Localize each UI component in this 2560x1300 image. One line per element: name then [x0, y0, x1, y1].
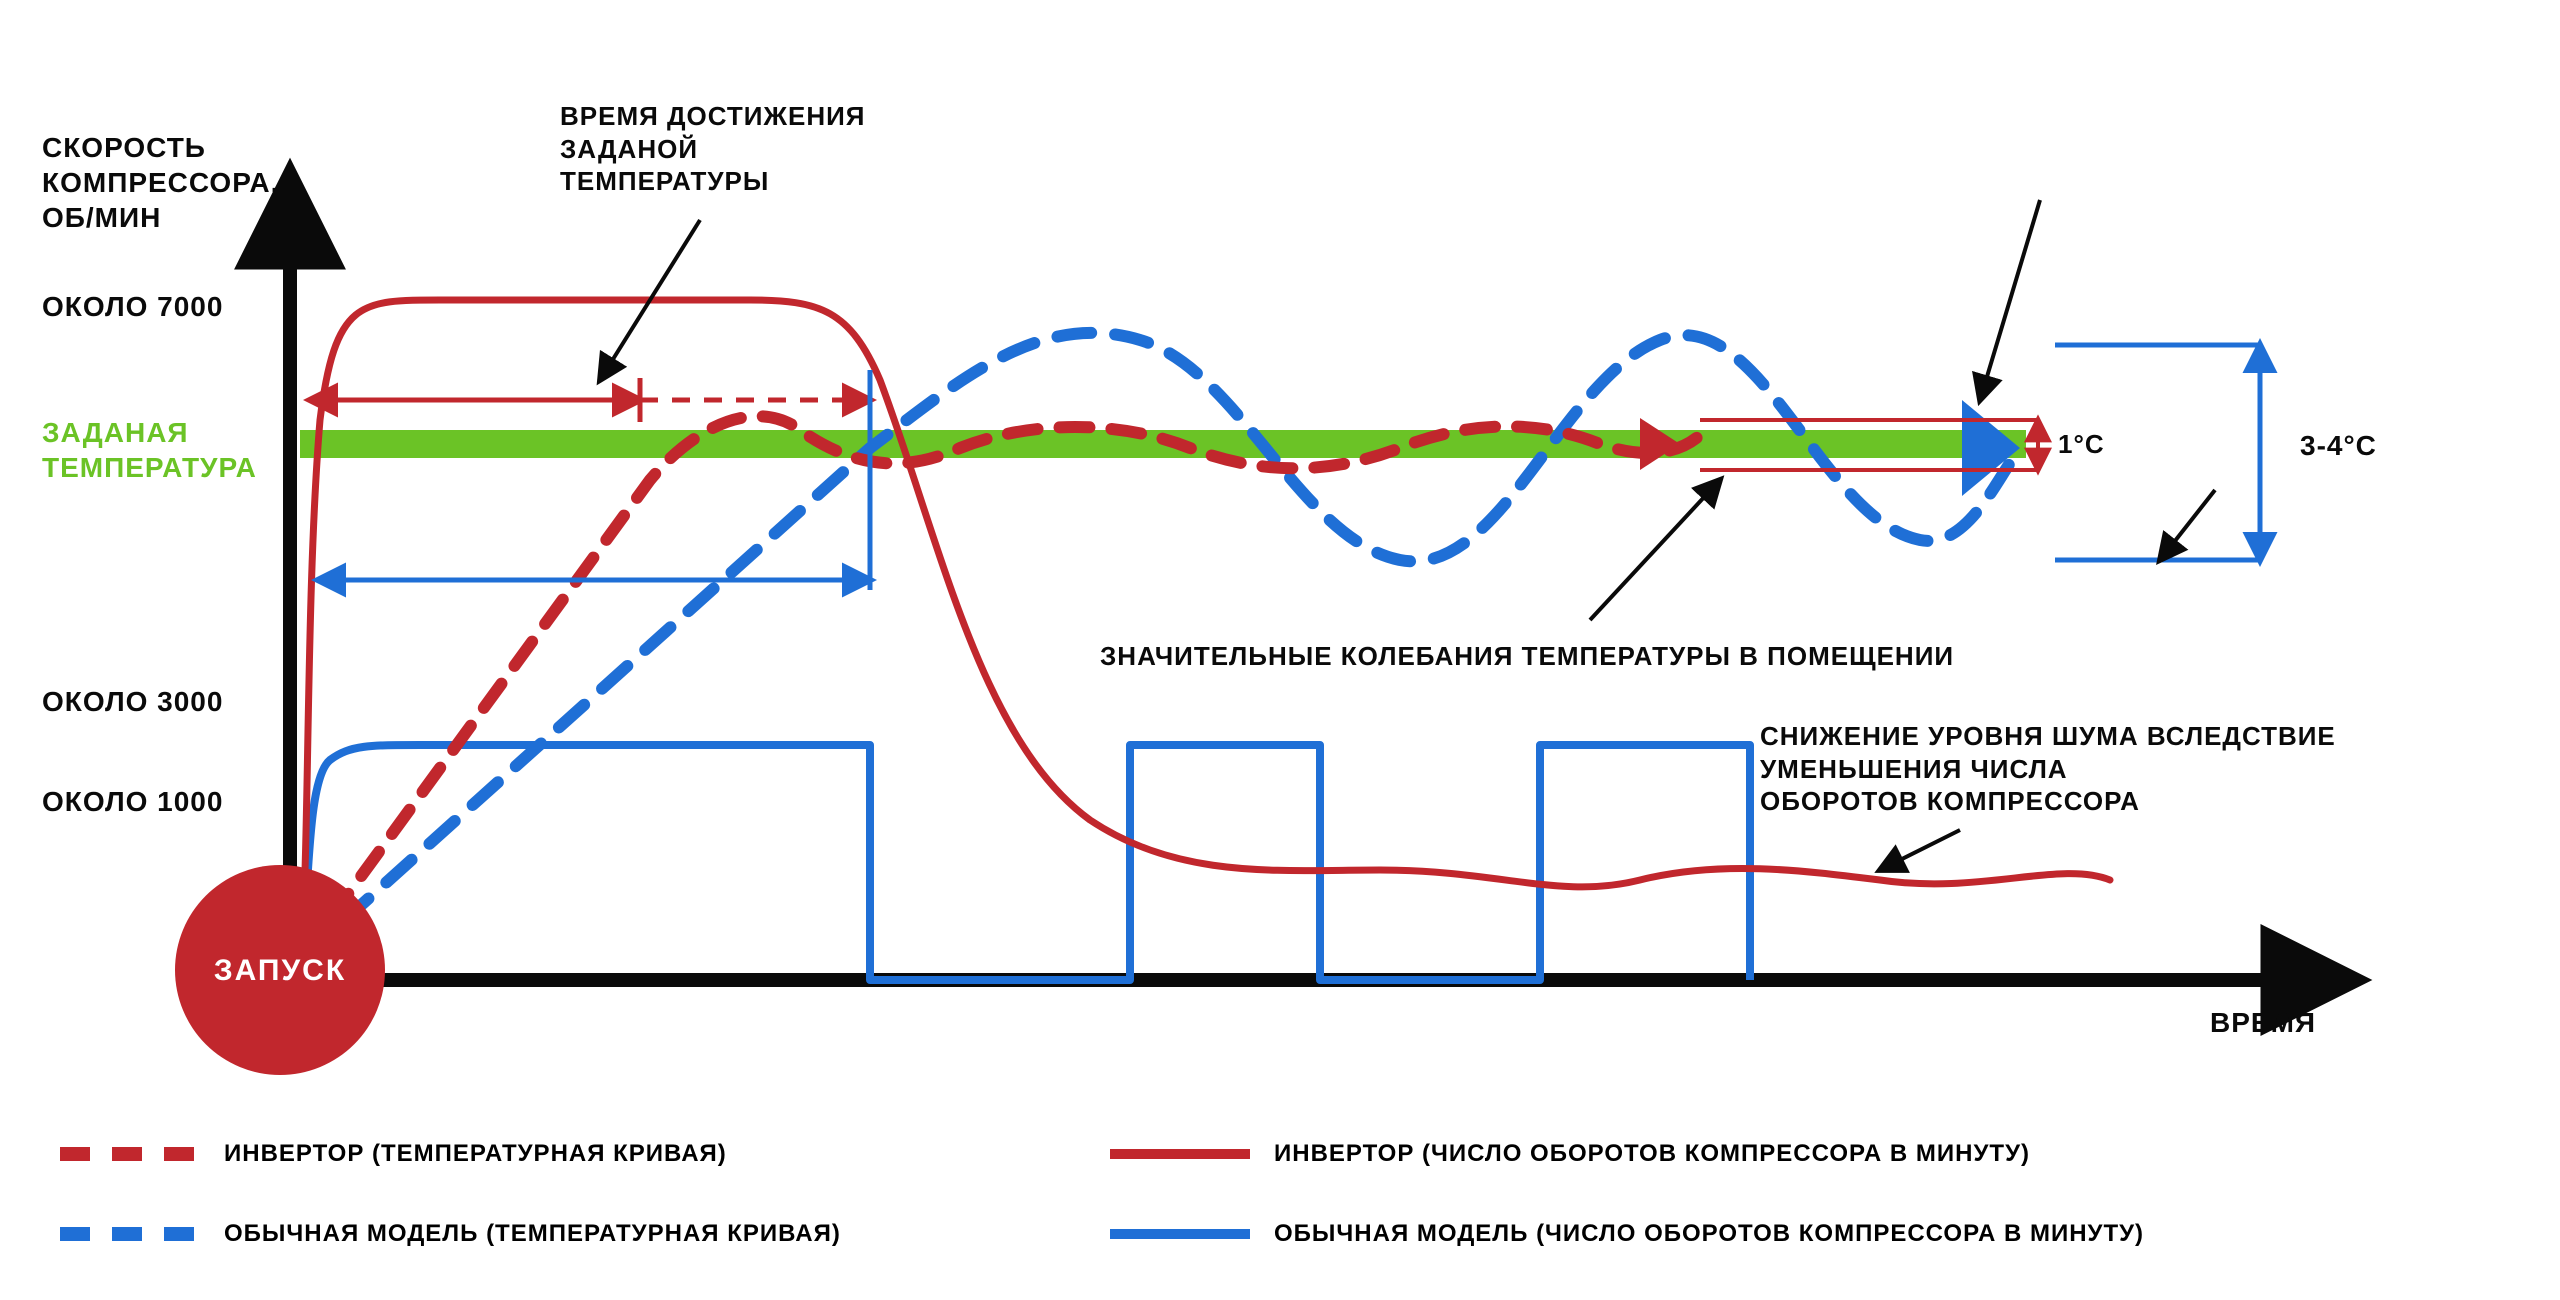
y-tick-label: ОКОЛО 3000	[42, 684, 223, 719]
legend-text-1: ОБЫЧНАЯ МОДЕЛЬ (ТЕМПЕРАТУРНАЯ КРИВАЯ)	[224, 1220, 841, 1248]
legend-item-0: ИНВЕРТОР (ТЕМПЕРАТУРНАЯ КРИВАЯ)	[60, 1140, 727, 1168]
legend-item-3: ОБЫЧНАЯ МОДЕЛЬ (ЧИСЛО ОБОРОТОВ КОМПРЕССО…	[1110, 1220, 2144, 1248]
annot-reach-time: ВРЕМЯ ДОСТИЖЕНИЯ ЗАДАНОЙ ТЕМПЕРАТУРЫ	[560, 100, 865, 198]
y-tick-label: ОКОЛО 1000	[42, 784, 223, 819]
legend-swatch-2	[1110, 1149, 1250, 1159]
annot-fluctuations: ЗНАЧИТЕЛЬНЫЕ КОЛЕБАНИЯ ТЕМПЕРАТУРЫ В ПОМ…	[1100, 640, 1954, 673]
legend-text-3: ОБЫЧНАЯ МОДЕЛЬ (ЧИСЛО ОБОРОТОВ КОМПРЕССО…	[1274, 1220, 2144, 1248]
y-axis-label: СКОРОСТЬ КОМПРЕССОРА, ОБ/МИН	[42, 130, 279, 235]
amp-34c: 3-4°С	[2300, 428, 2377, 463]
legend-swatch-1	[60, 1227, 200, 1241]
legend-swatch-0	[60, 1147, 200, 1161]
svg-text:ЗАПУСК: ЗАПУСК	[214, 954, 346, 987]
legend-item-1: ОБЫЧНАЯ МОДЕЛЬ (ТЕМПЕРАТУРНАЯ КРИВАЯ)	[60, 1220, 841, 1248]
legend-text-2: ИНВЕРТОР (ЧИСЛО ОБОРОТОВ КОМПРЕССОРА В М…	[1274, 1140, 2030, 1168]
y-tick-label: ОКОЛО 7000	[42, 289, 223, 324]
chart-stage: ЗАПУСК СКОРОСТЬ КОМПРЕССОРА, ОБ/МИН ЗАДА…	[0, 0, 2560, 1300]
set-temp-label: ЗАДАНАЯ ТЕМПЕРАТУРА	[42, 415, 257, 485]
x-axis-label: ВРЕМЯ	[2210, 1005, 2316, 1040]
legend-swatch-3	[1110, 1229, 1250, 1239]
legend-text-0: ИНВЕРТОР (ТЕМПЕРАТУРНАЯ КРИВАЯ)	[224, 1140, 727, 1168]
annot-noise: СНИЖЕНИЕ УРОВНЯ ШУМА ВСЛЕДСТВИЕ УМЕНЬШЕН…	[1760, 720, 2336, 818]
legend-item-2: ИНВЕРТОР (ЧИСЛО ОБОРОТОВ КОМПРЕССОРА В М…	[1110, 1140, 2030, 1168]
amp-1c: 1°С	[2058, 428, 2105, 461]
